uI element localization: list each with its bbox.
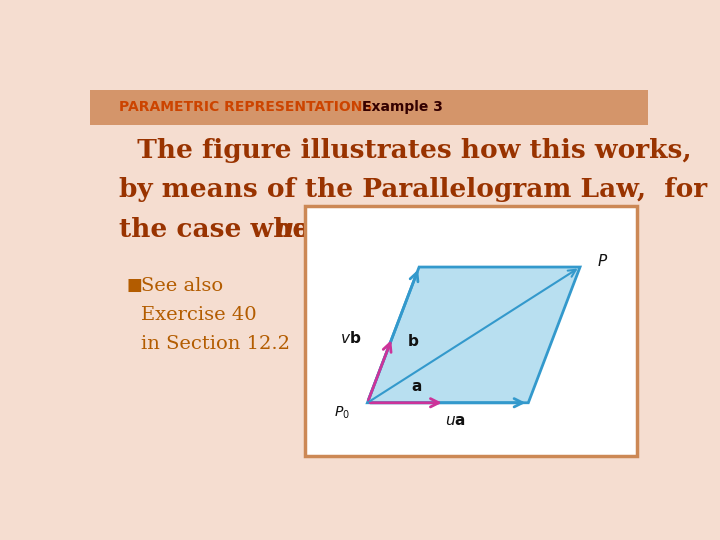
Text: $\mathbf{a}$: $\mathbf{a}$ [411, 380, 422, 394]
Text: the case where: the case where [119, 217, 349, 241]
Text: $u\mathbf{a}$: $u\mathbf{a}$ [446, 414, 467, 428]
Bar [305, 206, 637, 456]
Text: v: v [323, 217, 338, 241]
Text: PARAMETRIC REPRESENTATIONS: PARAMETRIC REPRESENTATIONS [119, 100, 372, 114]
Text: and: and [284, 217, 356, 241]
Bar [90, 90, 648, 125]
Text: are positive.: are positive. [332, 217, 522, 241]
Polygon shape [367, 267, 580, 403]
Text: Example 3: Example 3 [361, 100, 443, 114]
Text: $\mathbf{b}$: $\mathbf{b}$ [407, 333, 419, 349]
Text: $P_0$: $P_0$ [333, 404, 349, 421]
Text: See also: See also [141, 277, 223, 295]
Text: The figure illustrates how this works,: The figure illustrates how this works, [119, 138, 692, 163]
Text: ■: ■ [126, 277, 142, 294]
Text: by means of the Parallelogram Law,  for: by means of the Parallelogram Law, for [119, 177, 707, 202]
Text: Exercise 40: Exercise 40 [141, 306, 257, 324]
Text: in Section 12.2: in Section 12.2 [141, 335, 290, 353]
Text: $v\mathbf{b}$: $v\mathbf{b}$ [341, 330, 361, 346]
Text: $P$: $P$ [598, 253, 608, 269]
Text: u: u [274, 217, 293, 241]
